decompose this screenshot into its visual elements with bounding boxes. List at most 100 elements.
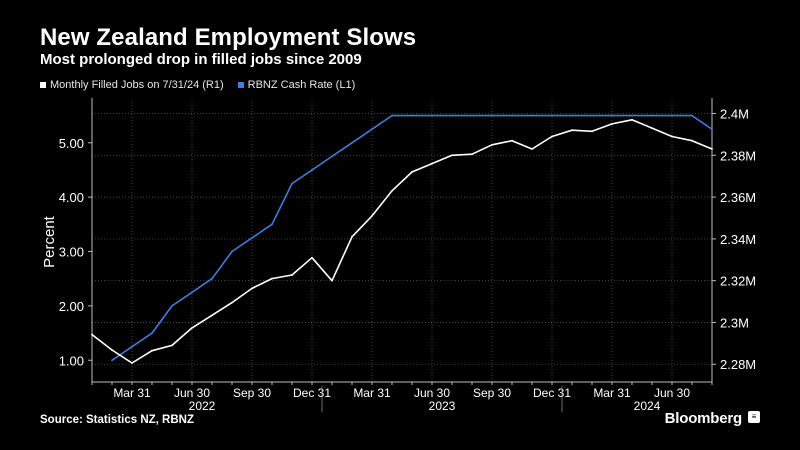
- right-tick-label: 2.3M: [720, 315, 749, 330]
- series-line-filled-jobs-point: [391, 189, 393, 192]
- series-line-filled-jobs-point: [431, 162, 433, 165]
- right-tick-label: 2.28M: [720, 357, 756, 372]
- series-line-filled-jobs-point: [191, 326, 193, 329]
- series-line-filled-jobs-point: [651, 127, 653, 130]
- legend-item-filled-jobs: Monthly Filled Jobs on 7/31/24 (R1): [40, 79, 224, 91]
- x-tick-label: Sep 30: [233, 386, 271, 400]
- series-line-filled-jobs-point: [551, 135, 553, 138]
- series-line-filled-jobs-point: [131, 362, 133, 364]
- series-line-cash-rate-point: [571, 114, 573, 117]
- right-tick-label: 2.38M: [720, 148, 756, 163]
- series-line-cash-rate-point: [511, 114, 513, 117]
- legend-label-filled-jobs: Monthly Filled Jobs on 7/31/24 (R1): [50, 79, 224, 91]
- series-line-cash-rate-point: [491, 114, 493, 117]
- series-line-cash-rate-point: [291, 182, 293, 185]
- x-year-label: 2022: [189, 399, 216, 413]
- series-line-cash-rate-point: [431, 114, 433, 117]
- series-line-cash-rate-point: [371, 128, 373, 131]
- series-line-filled-jobs-point: [371, 214, 373, 217]
- series-line-filled-jobs-point: [611, 123, 613, 125]
- series-line-cash-rate-point: [611, 114, 613, 117]
- series-line-filled-jobs-point: [271, 277, 273, 280]
- left-tick-label: 3.00: [59, 245, 84, 260]
- series-line-filled-jobs-point: [631, 118, 633, 121]
- series-line-cash-rate: [111, 114, 713, 361]
- series-line-filled-jobs-point: [411, 171, 413, 173]
- x-tick-label: Sep 30: [473, 386, 511, 400]
- series-line-filled-jobs-point: [471, 153, 473, 156]
- right-tick-label: 2.34M: [720, 232, 756, 247]
- left-tick-label: 5.00: [59, 136, 84, 151]
- series-line-filled-jobs-point: [211, 314, 213, 317]
- series-line-cash-rate-point: [651, 114, 653, 117]
- series-line-cash-rate-point: [711, 128, 713, 131]
- series-line-filled-jobs-point: [331, 279, 333, 282]
- series-line-cash-rate-point: [471, 114, 473, 117]
- chart-subtitle: Most prolonged drop in filled jobs since…: [40, 51, 362, 68]
- series-line-cash-rate-point: [231, 250, 233, 253]
- left-tick-label: 2.00: [59, 299, 84, 314]
- series-line-filled-jobs-point: [691, 139, 693, 142]
- bloomberg-logo: Bloomberg: [664, 410, 743, 427]
- series-line-filled-jobs: [91, 119, 713, 364]
- series-line-cash-rate-point: [531, 114, 533, 117]
- legend-swatch-filled-jobs: [40, 82, 46, 88]
- series-line-filled-jobs-point: [531, 148, 533, 150]
- series-line-cash-rate-point: [351, 141, 353, 144]
- series-line-cash-rate-point: [631, 114, 633, 117]
- legend-swatch-cash-rate: [237, 82, 244, 88]
- series-line-filled-jobs-point: [491, 143, 493, 146]
- right-tick-label: 2.4M: [720, 106, 749, 121]
- series-line-cash-rate-point: [171, 304, 173, 307]
- series-line-filled-jobs-point: [591, 130, 593, 133]
- series-line-filled-jobs-point: [91, 333, 93, 336]
- x-tick-label: Dec 31: [533, 386, 571, 400]
- series-line-filled-jobs-point: [351, 235, 353, 238]
- terminal-icon: ≡: [748, 411, 760, 423]
- series-line-cash-rate-point: [111, 359, 113, 362]
- x-tick-label: Mar 31: [593, 386, 631, 400]
- x-tick-label: Mar 31: [353, 386, 391, 400]
- x-tick-label: Mar 31: [113, 386, 151, 400]
- left-axis-title: Percent: [41, 215, 58, 268]
- series-line-cash-rate-point: [251, 237, 253, 239]
- series-line-cash-rate-point: [131, 345, 133, 348]
- series-line-filled-jobs-point: [311, 256, 313, 259]
- series-line-filled-jobs-point: [511, 139, 513, 142]
- right-tick-label: 2.32M: [720, 274, 756, 289]
- series-line-cash-rate-point: [271, 223, 273, 226]
- series-line-cash-rate-point: [211, 277, 213, 280]
- series-line-cash-rate-point: [151, 332, 153, 334]
- series-line-filled-jobs-point: [151, 349, 153, 352]
- series-line-filled-jobs-point: [171, 344, 173, 347]
- chart-title: New Zealand Employment Slows: [40, 24, 417, 51]
- x-tick-label: Dec 31: [293, 386, 331, 400]
- series-line-filled-jobs-point: [571, 129, 573, 132]
- series-line-cash-rate-point: [311, 169, 313, 171]
- x-tick-label: Jun 30: [414, 386, 450, 400]
- x-year-label: 2024: [634, 399, 661, 413]
- x-year-label: 2023: [429, 399, 456, 413]
- right-tick-label: 2.36M: [720, 190, 756, 205]
- series-line-filled-jobs-point: [671, 135, 673, 138]
- series-line-filled-jobs-point: [251, 287, 253, 290]
- series-line-cash-rate-point: [411, 114, 413, 117]
- series-line-filled-jobs-point: [451, 154, 453, 157]
- series-line-filled-jobs-point: [111, 349, 113, 351]
- series-line-cash-rate-point: [331, 155, 333, 158]
- series-line-cash-rate-point: [191, 291, 193, 294]
- left-tick-label: 1.00: [59, 353, 84, 368]
- chart-legend: Monthly Filled Jobs on 7/31/24 (R1) RBNZ…: [40, 79, 355, 91]
- legend-label-cash-rate: RBNZ Cash Rate (L1): [247, 79, 356, 91]
- x-tick-label: Jun 30: [654, 386, 690, 400]
- series-line-filled-jobs-point: [711, 148, 713, 150]
- series-line-cash-rate-point: [391, 114, 393, 117]
- legend-item-cash-rate: RBNZ Cash Rate (L1): [237, 79, 356, 91]
- series-line-filled-jobs-point: [291, 274, 293, 276]
- series-line-cash-rate-point: [591, 114, 593, 117]
- series-line-cash-rate-point: [671, 114, 673, 117]
- series-line-filled-jobs-point: [231, 301, 233, 304]
- source-note: Source: Statistics NZ, RBNZ: [40, 414, 194, 426]
- left-tick-label: 4.00: [59, 190, 84, 205]
